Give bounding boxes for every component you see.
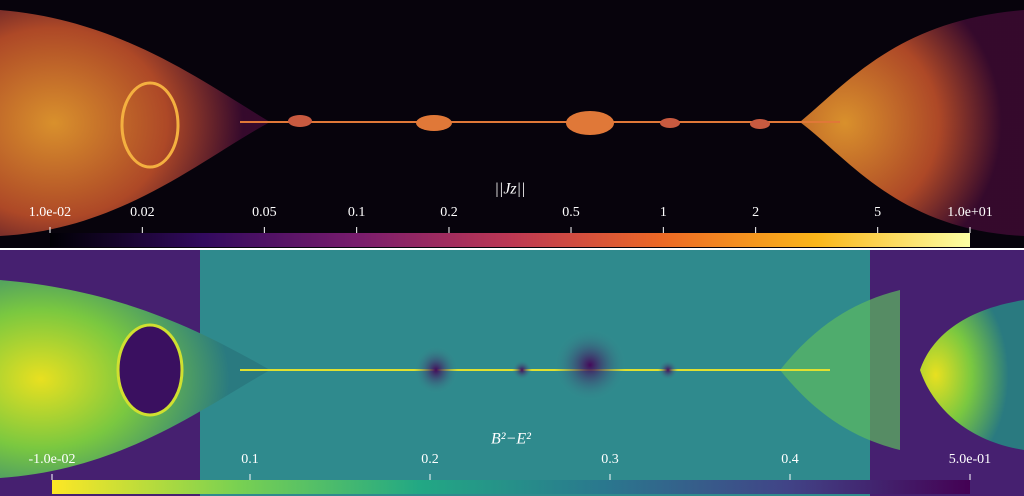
tick-label: 5.0e-01: [949, 452, 991, 467]
tick-label: 0.05: [252, 205, 277, 220]
tick-label: 0.5: [562, 205, 580, 220]
tick-label: 0.2: [440, 205, 458, 220]
tick-label: 5: [874, 205, 881, 220]
tick-label: 0.4: [781, 452, 799, 467]
colorbar-title: B²−E²: [491, 431, 532, 448]
colorbar: [50, 233, 970, 247]
tick-label: 1.0e-02: [29, 205, 71, 220]
colorbar-group: B²−E² -1.0e-02 0.1 0.2 0.3 0.4 5.0e-01: [28, 431, 991, 494]
colorbar: [52, 480, 970, 494]
tick-label: 0.3: [601, 452, 619, 467]
jz-panel: [0, 0, 1024, 248]
tick-label: 0.1: [241, 452, 259, 467]
tick-label: 0.2: [421, 452, 439, 467]
tick-label: 1.0e+01: [947, 205, 993, 220]
tick-label: 1: [660, 205, 667, 220]
tick-label: 0.02: [130, 205, 155, 220]
divider: [0, 248, 1024, 250]
b2e2-panel: [0, 250, 1024, 496]
tick-label: 2: [752, 205, 759, 220]
tick-label: 0.1: [348, 205, 366, 220]
tick-label: -1.0e-02: [28, 452, 75, 467]
colorbar-group: ||Jz|| 1.0e-02 0.02 0.05 0.1 0.2 0.5 1 2 5 1.0e+01: [29, 181, 993, 247]
colorbar-title: ||Jz||: [495, 181, 526, 198]
